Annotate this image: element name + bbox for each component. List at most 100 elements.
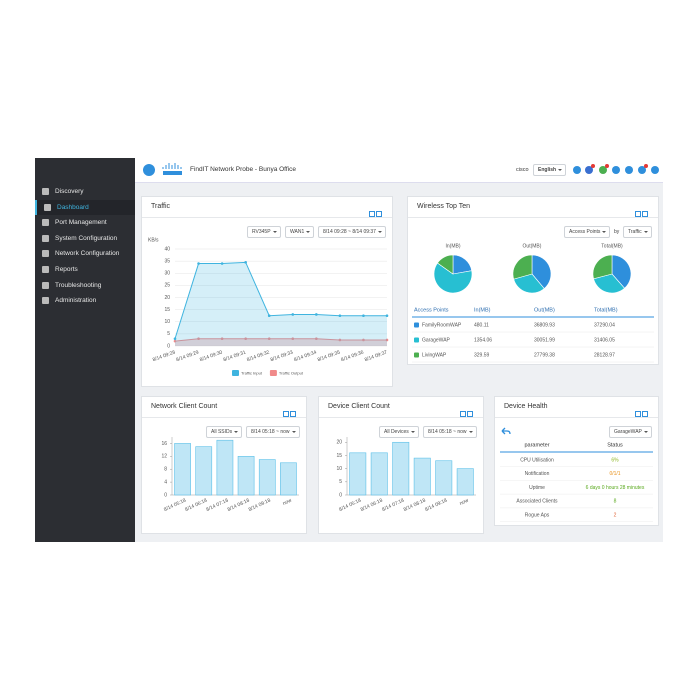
dropdown[interactable]: RV345P bbox=[247, 226, 281, 238]
y-tick-label: 20 bbox=[164, 295, 170, 301]
legend-label: Traffic Output bbox=[279, 371, 304, 376]
wireless-panel: Wireless Top Ten Traffic by Access Points I… bbox=[407, 196, 659, 365]
nav-label: System Configuration bbox=[55, 234, 118, 242]
cell: Rogue Aps bbox=[525, 513, 550, 519]
dropdown[interactable]: GarageWAP bbox=[609, 426, 652, 438]
pie-title: In(MB) bbox=[446, 243, 461, 249]
bar bbox=[413, 457, 431, 496]
nav-item[interactable]: Reports bbox=[35, 262, 135, 277]
dropdown[interactable]: 8/14 05:18 ~ now bbox=[246, 426, 300, 438]
nav-icon bbox=[42, 234, 49, 242]
bar bbox=[370, 452, 388, 496]
y-tick-label: 5 bbox=[167, 331, 170, 337]
cell: 329.59 bbox=[474, 352, 490, 358]
dropdown[interactable]: Traffic bbox=[623, 226, 652, 238]
area bbox=[175, 338, 387, 346]
nav-label: Reports bbox=[55, 266, 78, 273]
pie-slice bbox=[512, 254, 533, 280]
dropdown[interactable]: All Devices bbox=[379, 426, 419, 438]
panel-controls[interactable] bbox=[634, 204, 652, 217]
traffic-panel: Traffic 8/14 09:28 ~ 8/14 09:37 WAN1 RV345… bbox=[141, 196, 393, 387]
back-icon[interactable] bbox=[501, 427, 511, 435]
x-tick-label: 8/14 09:18 bbox=[424, 497, 448, 513]
device-clients-panel: Device Client Count 8/14 05:18 ~ now All … bbox=[318, 396, 484, 534]
x-tick-label: 8/14 08:18 bbox=[403, 497, 427, 513]
nav-item[interactable]: Discovery bbox=[35, 184, 135, 199]
column-header: In(MB) bbox=[474, 307, 491, 313]
column-header: Total(MB) bbox=[594, 307, 618, 313]
dropdown[interactable]: 8/14 05:18 ~ now bbox=[423, 426, 477, 438]
line bbox=[174, 261, 387, 339]
point bbox=[315, 337, 318, 341]
cell: CPU Utilisation bbox=[520, 457, 554, 463]
point bbox=[197, 337, 200, 341]
y-tick-label: 0 bbox=[167, 343, 170, 349]
dropdown[interactable]: Access Points bbox=[564, 226, 611, 238]
pie-slice bbox=[513, 273, 545, 294]
nav-item[interactable]: Dashboard bbox=[35, 199, 135, 215]
column-header: Status bbox=[607, 442, 623, 448]
x-tick-label: 8/14 08:18 bbox=[227, 497, 251, 513]
point bbox=[338, 314, 342, 317]
menu-button[interactable] bbox=[143, 164, 155, 176]
dropdown[interactable]: All SSIDs bbox=[206, 426, 243, 438]
point bbox=[173, 337, 177, 341]
y-tick-label: 30 bbox=[164, 271, 170, 277]
bar bbox=[195, 446, 213, 496]
nav-item[interactable]: Port Management bbox=[35, 215, 135, 230]
y-tick-label: 0 bbox=[164, 492, 167, 498]
point bbox=[291, 313, 295, 316]
language-select[interactable]: English bbox=[533, 164, 567, 176]
point bbox=[338, 338, 342, 342]
nav-icon bbox=[42, 219, 49, 227]
nav-label: Troubleshooting bbox=[55, 281, 102, 289]
nav-label: Discovery bbox=[55, 188, 84, 195]
column-header: Out(MB) bbox=[534, 307, 555, 313]
nav-label: Port Management bbox=[55, 219, 107, 227]
area bbox=[175, 262, 387, 346]
panel-title: Device Health bbox=[504, 403, 548, 410]
cell: 36809.93 bbox=[534, 322, 555, 328]
row-swatch bbox=[414, 322, 419, 328]
x-tick-label: 8/14 05:18 bbox=[338, 497, 362, 513]
cell: 480.11 bbox=[474, 322, 489, 328]
y-tick-label: 16 bbox=[161, 441, 167, 447]
status: 6 days 0 hours 28 minutes bbox=[586, 485, 645, 491]
pie-slice bbox=[593, 273, 625, 294]
nav-item[interactable]: System Configuration bbox=[35, 231, 135, 246]
nav-label: Administration bbox=[55, 297, 97, 305]
dropdown[interactable]: 8/14 09:28 ~ 8/14 09:37 bbox=[318, 226, 386, 238]
nav-item[interactable]: Network Configuration bbox=[35, 246, 135, 261]
status: 0/1/1 bbox=[609, 471, 620, 477]
cell: 37290.04 bbox=[594, 322, 615, 328]
panel-controls[interactable] bbox=[634, 404, 652, 417]
nav-icon bbox=[42, 188, 49, 195]
cell: 31406.05 bbox=[594, 337, 615, 343]
x-tick-label: 8/14 09:30 bbox=[199, 349, 223, 363]
y-tick-label: 10 bbox=[164, 319, 170, 325]
pie-title: Out(MB) bbox=[523, 243, 542, 249]
cell: 30051.99 bbox=[534, 337, 555, 343]
bar bbox=[280, 462, 297, 496]
nav-item[interactable]: Administration bbox=[35, 293, 135, 308]
panel-title: Device Client Count bbox=[328, 403, 390, 410]
header: FindIT Network Probe - Bunya Office cisc… bbox=[135, 158, 663, 183]
nav-item[interactable]: Troubleshooting bbox=[35, 278, 135, 293]
panel-title: Wireless Top Ten bbox=[417, 203, 471, 210]
point bbox=[197, 262, 200, 265]
cell: 1354.06 bbox=[474, 337, 492, 343]
x-tick-label: 8/14 09:29 bbox=[175, 349, 199, 363]
x-tick-label: 8/14 07:18 bbox=[205, 497, 229, 513]
filter-label: by bbox=[614, 229, 620, 235]
line bbox=[174, 338, 387, 342]
x-tick-label: 8/14 09:37 bbox=[364, 349, 388, 363]
x-tick-label: 8/14 09:28 bbox=[152, 349, 176, 363]
pie-slice bbox=[592, 254, 613, 280]
row-swatch bbox=[414, 352, 419, 358]
x-tick-label: 8/14 09:32 bbox=[246, 349, 270, 363]
point bbox=[385, 314, 389, 317]
column-header: Access Points bbox=[414, 307, 449, 313]
legend-swatch bbox=[232, 370, 239, 376]
dropdown[interactable]: WAN1 bbox=[285, 226, 315, 238]
